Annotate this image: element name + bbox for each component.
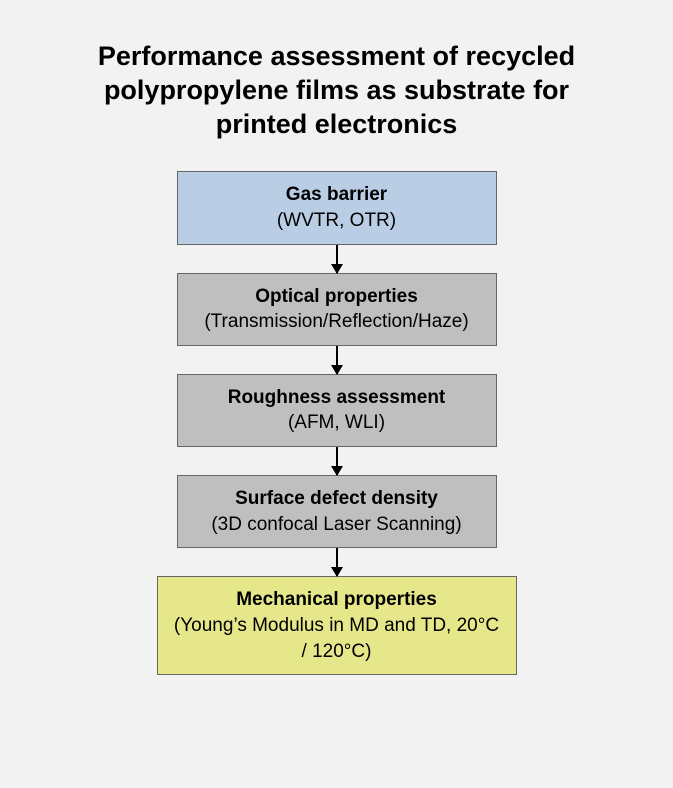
flow-box-title: Surface defect density — [192, 486, 482, 512]
flow-arrow — [336, 245, 338, 273]
diagram-title: Performance assessment of recycled polyp… — [0, 0, 673, 171]
flow-box-mechanical-properties: Mechanical properties (Young’s Modulus i… — [157, 576, 517, 675]
flow-box-title: Optical properties — [192, 284, 482, 310]
flow-arrow — [336, 346, 338, 374]
flow-box-subtitle: (Young’s Modulus in MD and TD, 20°C / 12… — [172, 613, 502, 664]
flow-box-surface-defect-density: Surface defect density (3D confocal Lase… — [177, 475, 497, 548]
flow-box-title: Mechanical properties — [172, 587, 502, 613]
flow-box-gas-barrier: Gas barrier (WVTR, OTR) — [177, 171, 497, 244]
flow-arrow — [336, 548, 338, 576]
flow-box-roughness-assessment: Roughness assessment (AFM, WLI) — [177, 374, 497, 447]
flow-box-subtitle: (3D confocal Laser Scanning) — [192, 512, 482, 538]
flow-arrow — [336, 447, 338, 475]
flow-box-title: Roughness assessment — [192, 385, 482, 411]
flow-box-optical-properties: Optical properties (Transmission/Reflect… — [177, 273, 497, 346]
flowchart: Gas barrier (WVTR, OTR) Optical properti… — [0, 171, 673, 705]
flow-box-subtitle: (AFM, WLI) — [192, 410, 482, 436]
flow-box-subtitle: (Transmission/Reflection/Haze) — [192, 309, 482, 335]
flow-box-title: Gas barrier — [192, 182, 482, 208]
flow-box-subtitle: (WVTR, OTR) — [192, 208, 482, 234]
